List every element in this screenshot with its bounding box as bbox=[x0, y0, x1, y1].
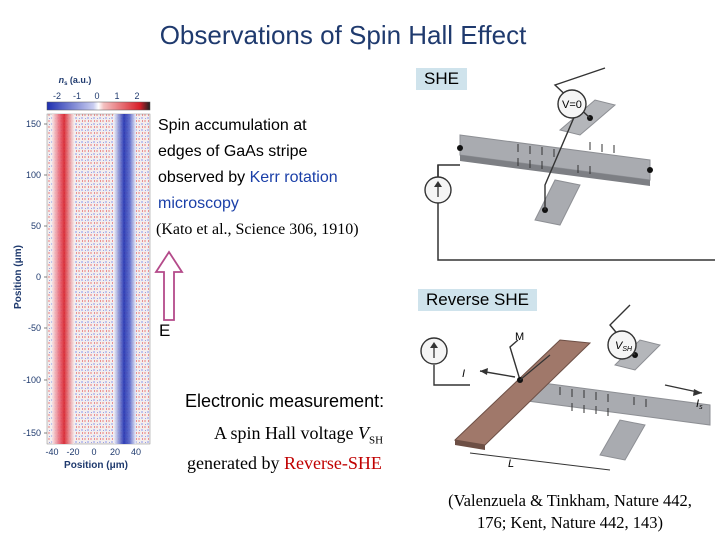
reverse-she-highlight: Reverse-SHE bbox=[283, 453, 382, 473]
colorbar-tick: 2 bbox=[134, 91, 139, 101]
y-tick-label: -50 bbox=[28, 323, 41, 333]
reference-line: 176; Kent, Nature 442, 143) bbox=[476, 513, 664, 532]
y-tick-label: 0 bbox=[36, 272, 41, 282]
she-label: SHE bbox=[416, 68, 467, 90]
x-tick-label: 40 bbox=[131, 447, 141, 457]
she-diagram: V=0 bbox=[410, 60, 715, 265]
voltmeter-icon bbox=[607, 330, 637, 360]
electric-field-arrow bbox=[154, 250, 184, 321]
slide-title: Observations of Spin Hall Effect bbox=[159, 20, 527, 50]
x-axis-label: Position (μm) bbox=[64, 460, 128, 471]
y-tick-label: 50 bbox=[31, 221, 41, 231]
reference-line: (Valenzuela & Tinkham, Nature 442, bbox=[448, 491, 692, 510]
y-tick-label: 100 bbox=[26, 170, 41, 180]
reverse-she-text: generated by bbox=[187, 453, 284, 473]
current-label-left: I bbox=[462, 368, 465, 380]
electric-field-label: E bbox=[159, 321, 171, 340]
colorbar-tick: -2 bbox=[53, 91, 61, 101]
kerr-image-panel: ns (a.u.) -2 -1 0 1 2 150 100 50 0 -50 -… bbox=[0, 72, 160, 472]
x-tick-label: 20 bbox=[110, 447, 120, 457]
voltage-symbol: V bbox=[357, 423, 369, 443]
reverse-she-diagram-svg: VSH M I Is L bbox=[420, 304, 711, 471]
reverse-she-label: Reverse SHE bbox=[418, 289, 537, 311]
spin-hall-voltage-text: A spin Hall voltage bbox=[214, 423, 358, 443]
red-spin-stripe bbox=[52, 114, 74, 444]
voltage-label: VSH bbox=[615, 340, 633, 353]
description-line: Spin accumulation at bbox=[158, 117, 307, 134]
spin-hall-voltage-line: A spin Hall voltage VSH bbox=[214, 423, 384, 447]
kato-citation: (Kato et al., Science 306, 1910) bbox=[156, 221, 359, 238]
x-tick-label: -20 bbox=[66, 447, 79, 457]
description-line: observed by Kerr rotation bbox=[158, 165, 418, 191]
description-line: edges of GaAs stripe bbox=[158, 143, 308, 160]
x-tick-label: 0 bbox=[91, 447, 96, 457]
length-label: L bbox=[508, 458, 514, 470]
current-label-right: Is bbox=[696, 398, 703, 411]
y-axis-label: Position (μm) bbox=[13, 245, 24, 309]
voltmeter-icon bbox=[557, 89, 587, 119]
colorbar-tick: -1 bbox=[73, 91, 81, 101]
y-tick-label: 150 bbox=[26, 119, 41, 129]
references: (Valenzuela & Tinkham, Nature 442, 176; … bbox=[420, 490, 720, 534]
colorbar-label: ns (a.u.) bbox=[59, 75, 92, 87]
x-tick-label: -40 bbox=[45, 447, 58, 457]
description-text: observed by bbox=[158, 169, 250, 186]
reverse-she-line: generated by Reverse-SHE bbox=[187, 453, 382, 474]
spin-accumulation-description: Spin accumulation at edges of GaAs strip… bbox=[158, 113, 418, 217]
description-line: microscopy bbox=[158, 195, 239, 212]
kerr-image-svg: ns (a.u.) -2 -1 0 1 2 150 100 50 0 -50 -… bbox=[13, 75, 151, 471]
y-tick-label: -100 bbox=[23, 375, 41, 385]
voltmeter-reading: V=0 bbox=[562, 99, 582, 111]
y-tick-label: -150 bbox=[23, 428, 41, 438]
blue-spin-stripe bbox=[114, 114, 136, 444]
colorbar-tick: 0 bbox=[94, 91, 99, 101]
she-diagram-svg: V=0 bbox=[424, 67, 715, 261]
electronic-measurement-heading: Electronic measurement: bbox=[185, 391, 385, 412]
kerr-rotation-highlight: Kerr rotation bbox=[249, 169, 338, 186]
voltage-subscript: SH bbox=[368, 434, 384, 447]
colorbar bbox=[46, 101, 151, 111]
contact-label: M bbox=[515, 331, 524, 343]
colorbar-tick: 1 bbox=[114, 91, 119, 101]
reverse-she-diagram: VSH M I Is L bbox=[410, 285, 715, 475]
